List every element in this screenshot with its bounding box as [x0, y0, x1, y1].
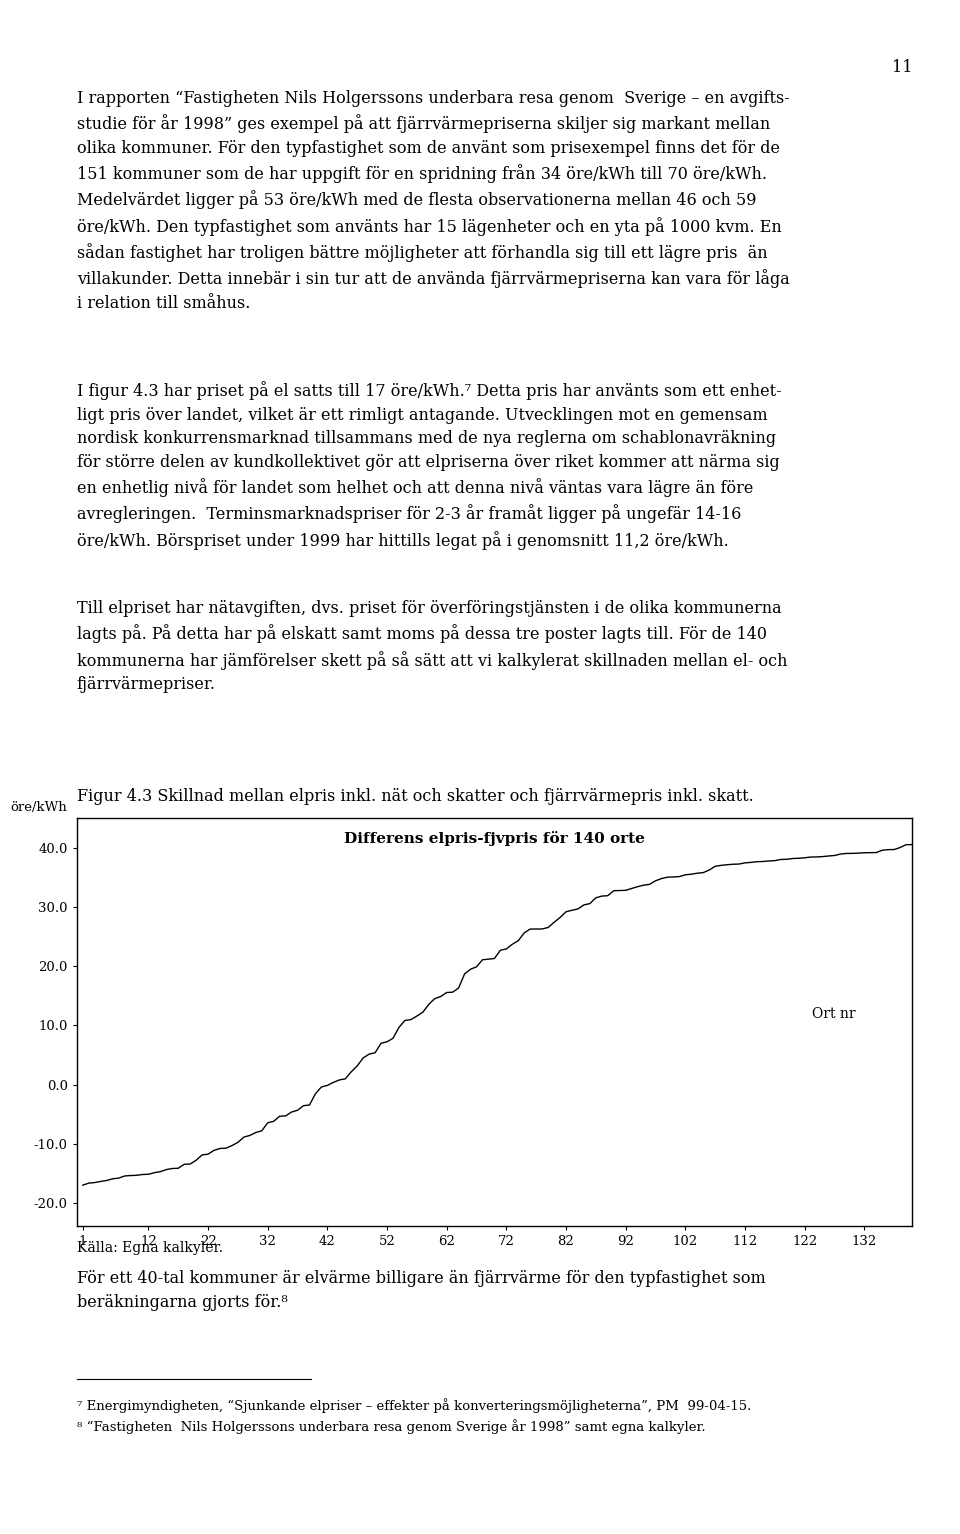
Text: ⁷ Energimyndigheten, “Sjunkande elpriser – effekter på konverteringsmöjlighetern: ⁷ Energimyndigheten, “Sjunkande elpriser… — [77, 1399, 751, 1434]
Text: Ort nr: Ort nr — [812, 1008, 855, 1022]
Text: I figur 4.3 har priset på el satts till 17 öre/kWh.⁷ Detta pris har använts som : I figur 4.3 har priset på el satts till … — [77, 382, 781, 549]
Text: Differens elpris-fjvpris för 140 orte: Differens elpris-fjvpris för 140 orte — [344, 830, 645, 845]
Text: Källa: Egna kalkyler.: Källa: Egna kalkyler. — [77, 1241, 223, 1255]
Text: öre/kWh: öre/kWh — [10, 801, 67, 815]
Text: Figur 4.3 Skillnad mellan elpris inkl. nät och skatter och fjärrvärmepris inkl. : Figur 4.3 Skillnad mellan elpris inkl. n… — [77, 788, 754, 805]
Text: För ett 40-tal kommuner är elvärme billigare än fjärrvärme för den typfastighet : För ett 40-tal kommuner är elvärme billi… — [77, 1270, 765, 1310]
Text: I rapporten “Fastigheten Nils Holgerssons underbara resa genom  Sverige – en avg: I rapporten “Fastigheten Nils Holgersson… — [77, 89, 789, 311]
Text: Till elpriset har nätavgiften, dvs. priset för överföringstjänsten i de olika ko: Till elpriset har nätavgiften, dvs. pris… — [77, 600, 787, 693]
Text: 11: 11 — [892, 60, 912, 77]
